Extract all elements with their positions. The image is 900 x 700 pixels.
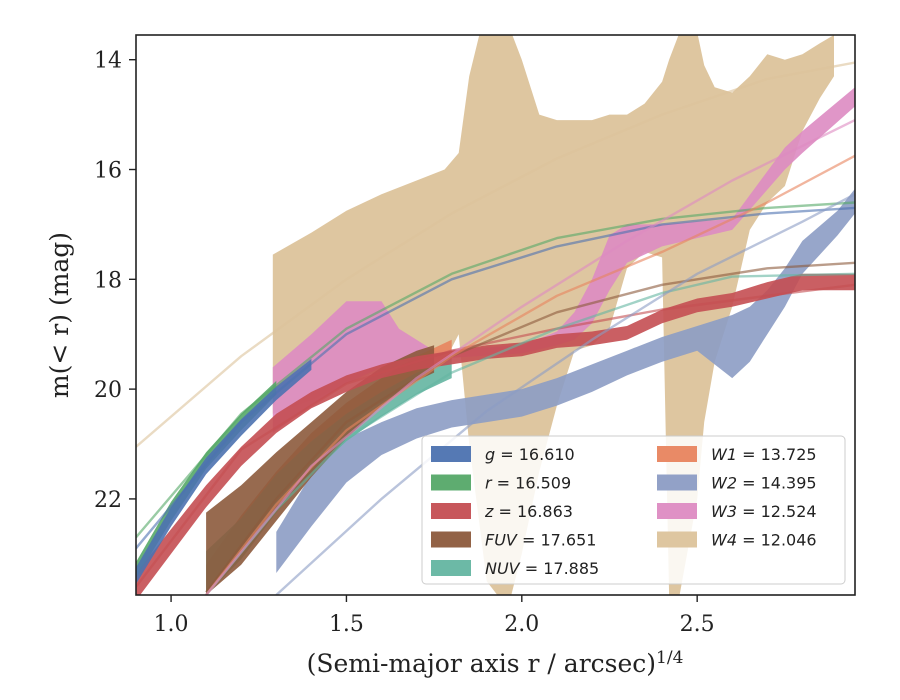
band-w2 <box>276 188 855 573</box>
legend-label-z: z = 16.863 <box>484 502 573 521</box>
legend-label-nuv: NUV = 17.885 <box>485 559 599 578</box>
y-tick-label: 16 <box>94 159 122 184</box>
legend-swatch-g <box>431 446 471 462</box>
legend-value: = 16.509 <box>492 474 572 493</box>
x-axis-title: (Semi-major axis r / arcsec)1/4 <box>307 648 684 678</box>
legend-band-name: NUV <box>485 559 521 578</box>
fit-curve-z <box>136 283 855 588</box>
legend-swatch-w3 <box>657 503 697 519</box>
legend-band-name: z <box>484 502 494 521</box>
legend-swatch-w1 <box>657 446 697 462</box>
legend-value: = 16.610 <box>495 445 575 464</box>
legend-band-name: W2 <box>711 474 737 493</box>
y-tick-label: 22 <box>94 488 122 513</box>
plot-frame <box>135 34 856 596</box>
x-tick-label: 1.5 <box>329 612 364 637</box>
y-tick-label: 14 <box>94 49 122 74</box>
fit-curve-nuv <box>205 272 855 595</box>
fit-curve-w4 <box>136 61 855 448</box>
x-axis-title-exponent: 1/4 <box>656 648 683 668</box>
x-tick-label: 2.5 <box>680 612 715 637</box>
x-axis-title-main: (Semi-major axis r / arcsec) <box>307 649 656 678</box>
y-tick-label: 18 <box>94 268 122 293</box>
legend-value: = 12.524 <box>737 502 817 521</box>
band-w3 <box>272 87 855 433</box>
fit-curve-w1 <box>205 154 855 595</box>
legend-label-w2: W2 = 14.395 <box>711 474 817 493</box>
legend-band-name: g <box>485 445 495 464</box>
legend-value: = 16.863 <box>493 502 573 521</box>
legend-swatch-nuv <box>431 560 471 576</box>
legend-label-r: r = 16.509 <box>485 474 571 493</box>
legend-band-name: FUV <box>485 531 518 550</box>
legend-label-w3: W3 = 12.524 <box>711 502 817 521</box>
legend-swatch-fuv <box>431 531 471 548</box>
legend-label-w1: W1 = 13.725 <box>711 445 817 464</box>
band-nuv <box>206 358 452 595</box>
fit-curve-w2 <box>275 193 855 595</box>
x-tick-label: 1.0 <box>154 612 189 637</box>
fit-curve-w3 <box>205 119 855 595</box>
legend-band-name: W1 <box>711 445 737 464</box>
legend-label-fuv: FUV = 17.651 <box>485 531 596 550</box>
fit-curve-g <box>136 206 855 550</box>
legend-value: = 13.725 <box>737 445 817 464</box>
band-g <box>136 358 312 584</box>
legend-band-name: W4 <box>711 531 737 550</box>
legend-swatch-w4 <box>657 531 697 548</box>
y-axis-title: m(< r) (mag) <box>45 232 74 398</box>
legend-swatch-w2 <box>657 474 697 491</box>
legend-label-g: g = 16.610 <box>485 445 575 464</box>
legend-value: = 17.651 <box>517 531 597 550</box>
legend-value: = 14.395 <box>737 474 817 493</box>
axes: 1.0 1.5 2.0 2.5 14 16 18 20 22 <box>94 49 715 637</box>
legend-band-name: W3 <box>711 502 737 521</box>
legend-label-w4: W4 = 12.046 <box>711 531 817 550</box>
legend-swatch-z <box>431 503 471 519</box>
y-tick-label: 20 <box>94 378 122 403</box>
legend-swatch-r <box>431 474 471 491</box>
legend-value: = 12.046 <box>737 531 817 550</box>
legend-band-name: r <box>485 474 493 493</box>
fit-curve-fuv <box>205 261 855 594</box>
legend-value: = 17.885 <box>520 559 600 578</box>
legend-frame <box>421 435 846 585</box>
x-tick-label: 2.0 <box>504 612 539 637</box>
